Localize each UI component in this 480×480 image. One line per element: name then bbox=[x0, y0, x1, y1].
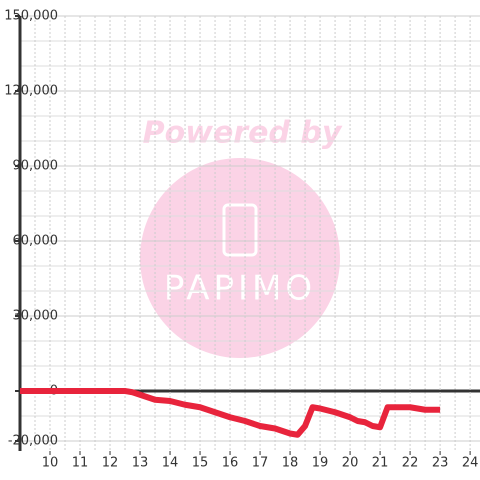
x-tick-label: 24 bbox=[462, 456, 479, 471]
x-tick-label: 13 bbox=[132, 456, 149, 471]
y-tick-label: 30,000 bbox=[13, 309, 59, 324]
x-tick-label: 14 bbox=[162, 456, 179, 471]
x-tick-label: 19 bbox=[312, 456, 329, 471]
watermark-text: Powered by bbox=[143, 116, 343, 151]
data-line bbox=[20, 388, 441, 438]
watermark-icon bbox=[222, 203, 258, 257]
x-tick-label: 11 bbox=[72, 456, 89, 471]
x-tick-label: 21 bbox=[372, 456, 389, 471]
x-tick-label: 23 bbox=[432, 456, 449, 471]
x-tick-label: 12 bbox=[102, 456, 119, 471]
x-tick-label: 15 bbox=[192, 456, 209, 471]
x-tick-label: 18 bbox=[282, 456, 299, 471]
x-tick-label: 17 bbox=[252, 456, 269, 471]
watermark-text: PAPIMO bbox=[164, 269, 316, 309]
y-tick-label: 60,000 bbox=[13, 234, 59, 249]
y-tick-label: 120,000 bbox=[4, 84, 58, 99]
x-tick-label: 10 bbox=[42, 456, 59, 471]
y-tick-label: 150,000 bbox=[4, 9, 58, 24]
x-tick-label: 16 bbox=[222, 456, 239, 471]
x-tick-label: 22 bbox=[402, 456, 419, 471]
y-tick-label: 90,000 bbox=[13, 159, 59, 174]
x-tick-label: 20 bbox=[342, 456, 359, 471]
